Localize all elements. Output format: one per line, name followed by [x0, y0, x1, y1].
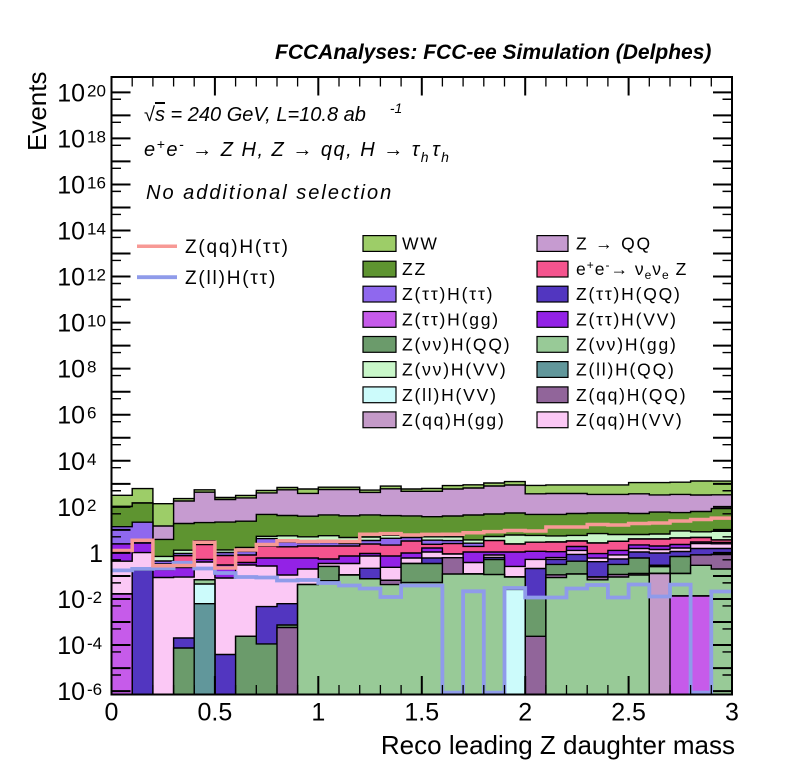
svg-text:Z(ττ)H(QQ): Z(ττ)H(QQ)	[576, 284, 682, 304]
svg-text:4: 4	[87, 450, 96, 469]
svg-text:Z(ll)H(ττ): Z(ll)H(ττ)	[185, 268, 277, 289]
svg-text:√s = 240 GeV, L=10.8 ab-1: √s = 240 GeV, L=10.8 ab -1	[144, 100, 402, 126]
svg-text:18: 18	[87, 127, 106, 146]
svg-text:WW: WW	[402, 234, 439, 254]
svg-text:No additional selection: No additional selection	[146, 182, 393, 204]
svg-text:Z(qq)H(ττ): Z(qq)H(ττ)	[185, 237, 290, 258]
svg-text:10: 10	[57, 402, 85, 430]
svg-text:FCCAnalyses: FCC-ee Simulation: FCCAnalyses: FCC-ee Simulation (Delphes)	[275, 41, 711, 64]
svg-text:Z → QQ: Z → QQ	[576, 234, 652, 254]
svg-text:0.5: 0.5	[198, 699, 233, 727]
svg-text:6: 6	[87, 404, 96, 423]
svg-text:-4: -4	[87, 634, 102, 653]
svg-text:-2: -2	[87, 588, 102, 607]
svg-text:Reco leading Z daughter mass: Reco leading Z daughter mass	[381, 730, 735, 760]
svg-text:10: 10	[57, 356, 85, 384]
svg-text:2: 2	[518, 699, 532, 727]
svg-text:0: 0	[105, 699, 119, 727]
svg-text:-6: -6	[87, 680, 102, 699]
svg-text:8: 8	[87, 358, 96, 377]
svg-text:Z(νν)H(QQ): Z(νν)H(QQ)	[402, 335, 511, 355]
svg-text:Z(ττ)H(gg): Z(ττ)H(gg)	[402, 310, 500, 330]
svg-text:1.5: 1.5	[404, 699, 439, 727]
svg-text:16: 16	[87, 173, 106, 192]
svg-text:ZZ: ZZ	[402, 259, 427, 279]
svg-text:20: 20	[87, 81, 106, 100]
svg-text:Events: Events	[22, 72, 52, 152]
svg-text:1: 1	[89, 540, 103, 568]
svg-text:10: 10	[57, 494, 85, 522]
svg-text:Z(qq)H(QQ): Z(qq)H(QQ)	[576, 385, 687, 405]
svg-text:12: 12	[87, 266, 106, 285]
svg-text:10: 10	[57, 678, 85, 706]
svg-text:Z(ττ)H(ττ): Z(ττ)H(ττ)	[402, 284, 494, 304]
svg-text:3: 3	[725, 699, 739, 727]
svg-text:Z(qq)H(VV): Z(qq)H(VV)	[576, 410, 683, 430]
svg-text:2.5: 2.5	[611, 699, 646, 727]
svg-text:10: 10	[57, 125, 85, 153]
svg-text:10: 10	[57, 171, 85, 199]
svg-text:2: 2	[87, 496, 96, 515]
svg-text:10: 10	[57, 218, 85, 246]
svg-text:10: 10	[57, 79, 85, 107]
svg-text:10: 10	[57, 632, 85, 660]
svg-text:Z(νν)H(gg): Z(νν)H(gg)	[576, 335, 678, 355]
svg-text:Z(qq)H(gg): Z(qq)H(gg)	[402, 410, 506, 430]
svg-text:10: 10	[57, 310, 85, 338]
svg-text:Z(ll)H(QQ): Z(ll)H(QQ)	[576, 360, 676, 380]
svg-text:14: 14	[87, 220, 106, 239]
svg-text:10: 10	[57, 264, 85, 292]
svg-text:Z(ll)H(VV): Z(ll)H(VV)	[402, 385, 498, 405]
svg-text:Z(ττ)H(VV): Z(ττ)H(VV)	[576, 310, 678, 330]
svg-text:10: 10	[87, 312, 106, 331]
svg-text:10: 10	[57, 586, 85, 614]
svg-text:Z(νν)H(VV): Z(νν)H(VV)	[402, 360, 507, 380]
svg-text:10: 10	[57, 448, 85, 476]
svg-text:1: 1	[311, 699, 325, 727]
